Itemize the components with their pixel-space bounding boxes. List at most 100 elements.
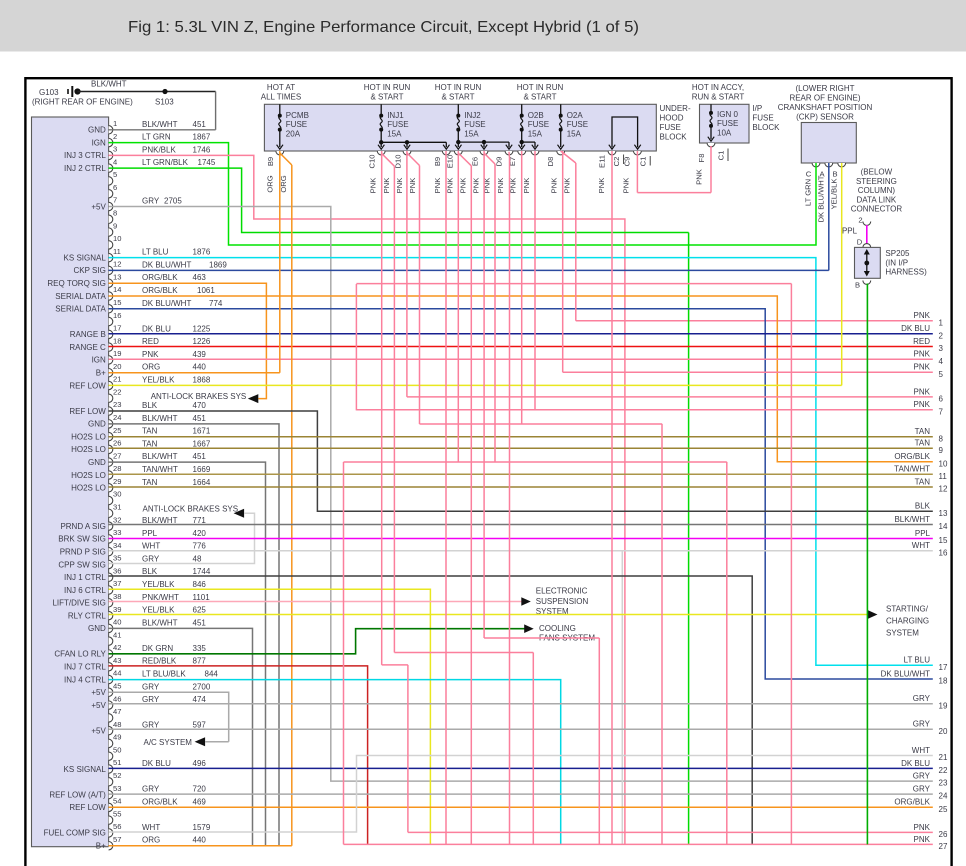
svg-text:(RIGHT REAR OF ENGINE): (RIGHT REAR OF ENGINE) bbox=[32, 98, 133, 107]
svg-text:54: 54 bbox=[113, 797, 121, 806]
svg-text:440: 440 bbox=[193, 836, 207, 845]
svg-text:CRANKSHAFT POSITION: CRANKSHAFT POSITION bbox=[778, 103, 873, 112]
svg-text:440: 440 bbox=[193, 363, 207, 372]
svg-text:BLK: BLK bbox=[142, 567, 158, 576]
svg-text:ORG: ORG bbox=[142, 836, 160, 845]
svg-text:PNK: PNK bbox=[446, 178, 455, 194]
svg-text:DK BLU/WHT: DK BLU/WHT bbox=[142, 260, 191, 269]
svg-text:O2B: O2B bbox=[528, 111, 544, 120]
svg-text:RED: RED bbox=[913, 337, 930, 346]
svg-text:4: 4 bbox=[113, 157, 117, 166]
svg-text:35: 35 bbox=[113, 554, 121, 563]
svg-text:FUSE: FUSE bbox=[567, 120, 588, 129]
svg-text:E6: E6 bbox=[470, 157, 479, 166]
svg-text:23: 23 bbox=[113, 400, 121, 409]
svg-text:877: 877 bbox=[193, 657, 207, 666]
svg-text:451: 451 bbox=[193, 452, 207, 461]
svg-text:5: 5 bbox=[113, 170, 117, 179]
svg-text:23: 23 bbox=[939, 779, 948, 788]
svg-text:5: 5 bbox=[939, 370, 944, 379]
svg-text:496: 496 bbox=[193, 759, 207, 768]
svg-text:FUSE: FUSE bbox=[464, 120, 485, 129]
svg-text:10: 10 bbox=[113, 234, 121, 243]
svg-text:1746: 1746 bbox=[193, 145, 211, 154]
svg-text:LT GRN: LT GRN bbox=[804, 179, 813, 206]
svg-text:8: 8 bbox=[113, 208, 117, 217]
svg-text:2700: 2700 bbox=[193, 682, 211, 691]
svg-text:DK BLU: DK BLU bbox=[142, 759, 171, 768]
svg-text:GRY: GRY bbox=[142, 682, 160, 691]
svg-text:24: 24 bbox=[939, 792, 948, 801]
svg-text:RANGE B: RANGE B bbox=[70, 330, 106, 339]
svg-text:YEL/BLK: YEL/BLK bbox=[142, 606, 175, 615]
svg-text:29: 29 bbox=[113, 477, 121, 486]
svg-text:BLK/WHT: BLK/WHT bbox=[894, 515, 930, 524]
svg-text:HOT IN ACCY,: HOT IN ACCY, bbox=[692, 83, 744, 92]
svg-text:HO2S LO: HO2S LO bbox=[71, 445, 106, 454]
svg-text:ALL TIMES: ALL TIMES bbox=[261, 93, 301, 102]
svg-text:GRY: GRY bbox=[913, 785, 931, 794]
svg-text:IGN 0: IGN 0 bbox=[717, 110, 738, 119]
svg-text:PNK: PNK bbox=[483, 178, 492, 194]
svg-text:51: 51 bbox=[113, 758, 121, 767]
svg-text:PNK: PNK bbox=[550, 178, 559, 194]
svg-text:1671: 1671 bbox=[193, 427, 211, 436]
svg-text:52: 52 bbox=[113, 771, 121, 780]
svg-text:BLK/WHT: BLK/WHT bbox=[142, 452, 178, 461]
svg-text:PNK: PNK bbox=[914, 311, 931, 320]
svg-text:HOT IN RUN: HOT IN RUN bbox=[517, 83, 564, 92]
svg-text:44: 44 bbox=[113, 669, 121, 678]
svg-text:27: 27 bbox=[113, 451, 121, 460]
svg-text:20: 20 bbox=[939, 727, 948, 736]
svg-text:1226: 1226 bbox=[193, 337, 211, 346]
svg-text:G103: G103 bbox=[39, 88, 59, 97]
svg-text:HOT AT: HOT AT bbox=[267, 83, 295, 92]
svg-text:HOT IN RUN: HOT IN RUN bbox=[364, 83, 411, 92]
svg-text:625: 625 bbox=[193, 606, 207, 615]
svg-text:PNK/WHT: PNK/WHT bbox=[142, 593, 179, 602]
svg-text:LT GRN: LT GRN bbox=[142, 133, 171, 142]
svg-text:846: 846 bbox=[193, 580, 207, 589]
svg-text:720: 720 bbox=[193, 785, 207, 794]
svg-text:TAN/WHT: TAN/WHT bbox=[894, 465, 930, 474]
svg-text:PPL: PPL bbox=[142, 529, 158, 538]
svg-text:LT GRN/BLK: LT GRN/BLK bbox=[142, 158, 189, 167]
svg-text:38: 38 bbox=[113, 592, 121, 601]
svg-text:D10: D10 bbox=[393, 155, 402, 169]
svg-text:PNK: PNK bbox=[496, 178, 505, 194]
svg-text:WHT: WHT bbox=[912, 541, 930, 550]
svg-text:REF LOW: REF LOW bbox=[69, 407, 106, 416]
svg-text:GRY: GRY bbox=[142, 785, 160, 794]
svg-text:3: 3 bbox=[939, 344, 944, 353]
svg-text:LT BLU/BLK: LT BLU/BLK bbox=[142, 670, 186, 679]
svg-text:13: 13 bbox=[939, 509, 948, 518]
svg-text:GRY: GRY bbox=[142, 721, 160, 730]
svg-text:FUSE: FUSE bbox=[717, 119, 738, 128]
svg-text:1667: 1667 bbox=[193, 439, 211, 448]
svg-text:HO2S LO: HO2S LO bbox=[71, 471, 106, 480]
svg-text:INJ 3 CTRL: INJ 3 CTRL bbox=[64, 151, 106, 160]
svg-text:ORG/BLK: ORG/BLK bbox=[142, 797, 178, 806]
svg-text:25: 25 bbox=[939, 805, 948, 814]
svg-text:& START: & START bbox=[370, 93, 403, 102]
svg-text:PNK: PNK bbox=[395, 178, 404, 194]
svg-text:1: 1 bbox=[939, 318, 944, 327]
svg-text:D: D bbox=[857, 238, 863, 247]
svg-text:RLY CTRL: RLY CTRL bbox=[68, 611, 106, 620]
svg-text:BLOCK: BLOCK bbox=[660, 132, 688, 141]
svg-text:INJ1: INJ1 bbox=[387, 111, 404, 120]
svg-text:26: 26 bbox=[939, 830, 948, 839]
svg-text:PNK: PNK bbox=[914, 823, 931, 832]
svg-text:PNK: PNK bbox=[914, 363, 931, 372]
svg-text:ORG: ORG bbox=[142, 363, 160, 372]
svg-text:42: 42 bbox=[113, 643, 121, 652]
svg-text:47: 47 bbox=[113, 707, 121, 716]
svg-text:16: 16 bbox=[939, 548, 948, 557]
svg-text:BLK/WHT: BLK/WHT bbox=[91, 79, 127, 88]
svg-text:12: 12 bbox=[113, 260, 121, 269]
svg-text:C1: C1 bbox=[639, 157, 648, 167]
svg-text:19: 19 bbox=[113, 349, 121, 358]
svg-text:1745: 1745 bbox=[198, 158, 216, 167]
svg-text:TAN: TAN bbox=[915, 427, 931, 436]
svg-text:PPL: PPL bbox=[915, 529, 931, 538]
